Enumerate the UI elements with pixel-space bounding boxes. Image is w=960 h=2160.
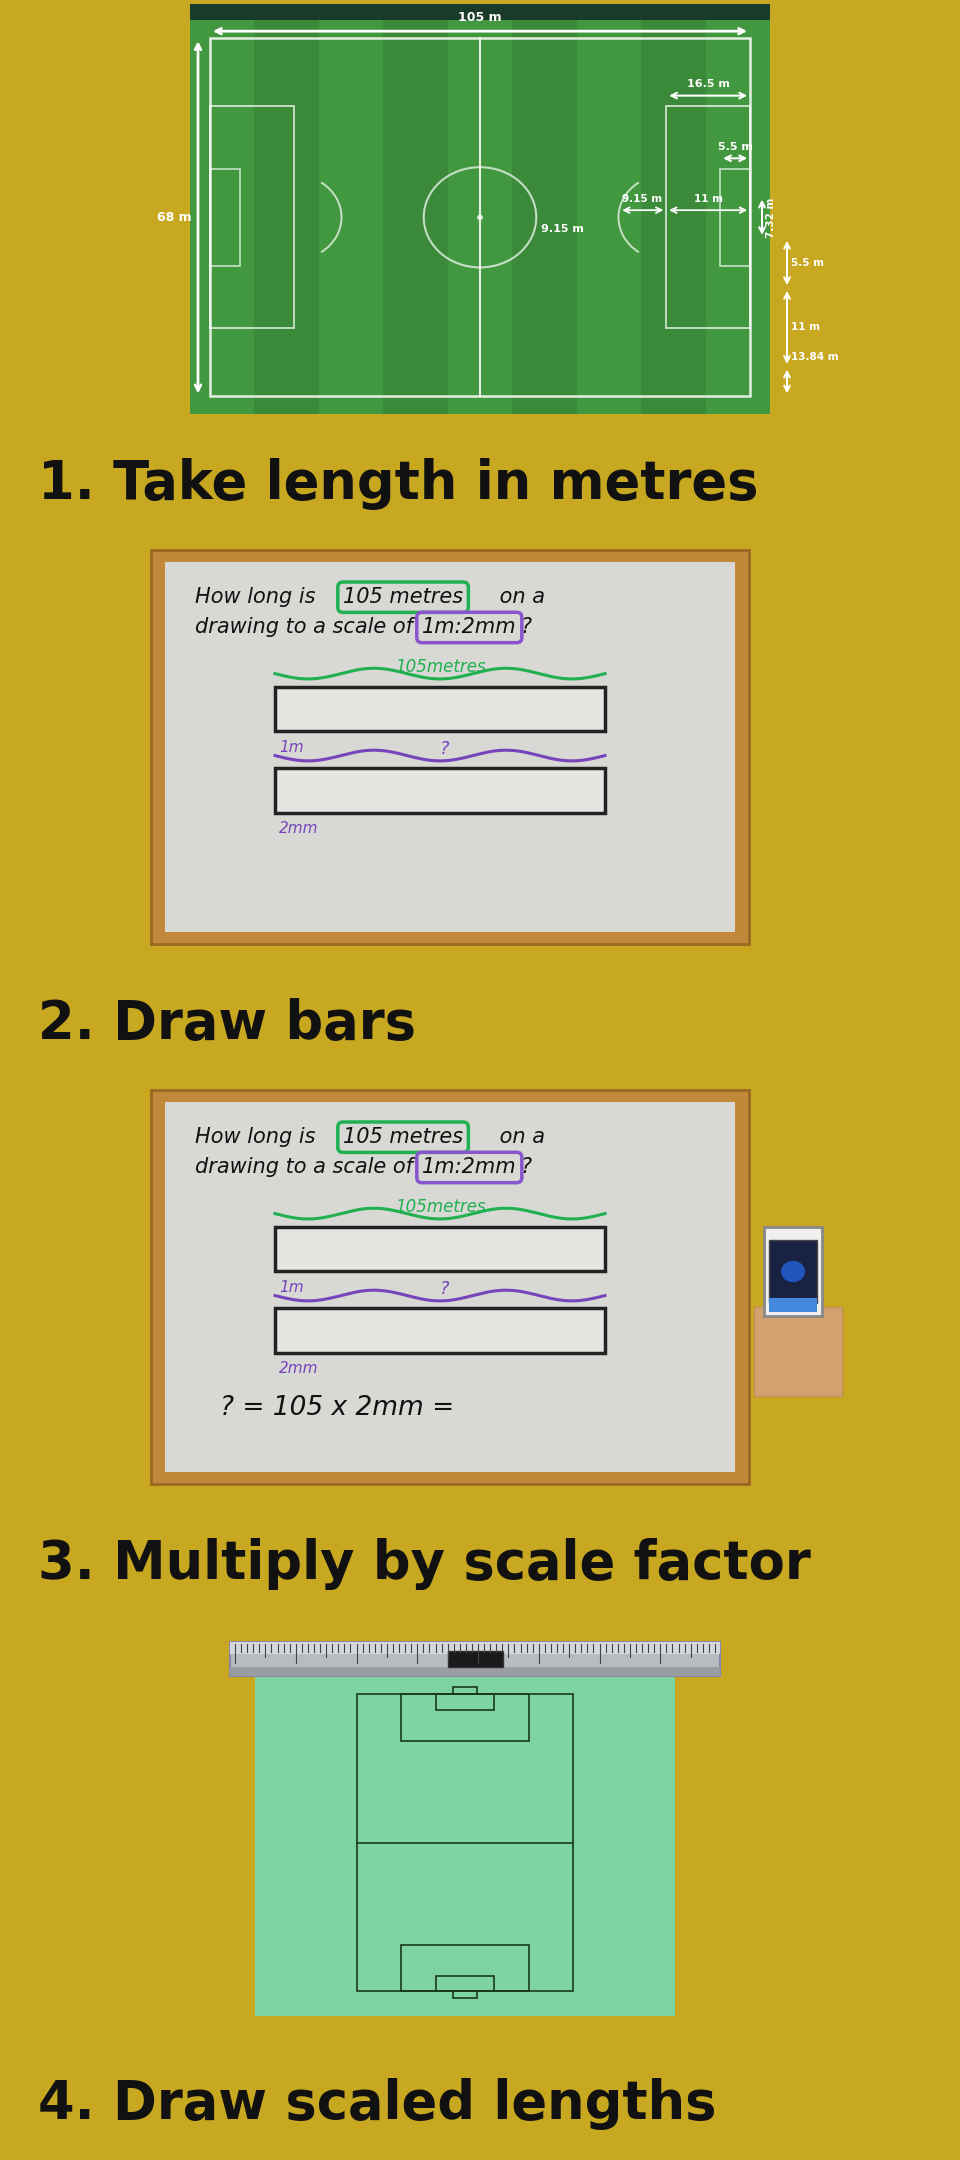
Text: 1. Take length in metres: 1. Take length in metres — [38, 458, 759, 510]
Bar — [319, 19, 383, 415]
Bar — [230, 1642, 720, 1676]
Bar — [230, 1668, 720, 1676]
Bar — [151, 551, 749, 944]
Bar — [151, 1091, 749, 1484]
Bar — [357, 1693, 573, 1992]
Bar — [401, 1693, 529, 1741]
Bar — [401, 1944, 529, 1992]
Bar — [436, 1693, 494, 1709]
Text: 16.5 m: 16.5 m — [686, 80, 730, 89]
Bar — [190, 4, 770, 19]
Bar — [720, 168, 750, 266]
Text: ?: ? — [440, 739, 449, 758]
Text: 11 m: 11 m — [694, 194, 723, 203]
Text: ?: ? — [520, 1158, 531, 1177]
Text: drawing to a scale of: drawing to a scale of — [195, 618, 413, 637]
Text: 4. Draw scaled lengths: 4. Draw scaled lengths — [38, 2078, 717, 2130]
Bar — [210, 106, 294, 328]
Text: on a: on a — [493, 588, 545, 607]
Text: ? = 105 x 2mm =: ? = 105 x 2mm = — [220, 1395, 454, 1421]
Bar — [275, 687, 605, 732]
Text: 5.5 m: 5.5 m — [791, 257, 824, 268]
Bar — [190, 19, 770, 415]
Text: 1m:2mm: 1m:2mm — [422, 1158, 516, 1177]
Text: 9.15 m: 9.15 m — [541, 225, 584, 235]
Text: 13.84 m: 13.84 m — [791, 352, 839, 363]
Text: ?: ? — [440, 1279, 449, 1298]
Bar — [666, 106, 750, 328]
Bar — [447, 1650, 502, 1668]
Text: 3. Multiply by scale factor: 3. Multiply by scale factor — [38, 1538, 811, 1590]
Bar — [764, 1227, 822, 1315]
Text: 9.15 m: 9.15 m — [622, 194, 662, 203]
Bar — [165, 1102, 735, 1471]
Text: 2. Draw bars: 2. Draw bars — [38, 998, 417, 1050]
Bar — [577, 19, 641, 415]
Bar — [210, 39, 750, 395]
Text: 1m: 1m — [279, 1279, 303, 1294]
Text: drawing to a scale of: drawing to a scale of — [195, 1158, 413, 1177]
Bar — [447, 19, 513, 415]
Text: 1m: 1m — [279, 739, 303, 754]
Text: 5.5 m: 5.5 m — [718, 143, 753, 151]
Bar — [275, 1227, 605, 1272]
Bar — [165, 562, 735, 931]
Text: How long is: How long is — [195, 1128, 316, 1147]
Text: 105 metres: 105 metres — [343, 1128, 463, 1147]
Bar — [769, 1298, 817, 1311]
Bar — [230, 1642, 720, 1655]
Text: 105 m: 105 m — [458, 11, 502, 24]
Bar — [436, 1976, 494, 1992]
Bar — [453, 1992, 477, 1998]
Bar — [210, 168, 240, 266]
Bar — [275, 1309, 605, 1352]
Bar — [754, 1307, 842, 1395]
Text: 1m:2mm: 1m:2mm — [422, 618, 516, 637]
Text: 7.32 m: 7.32 m — [766, 197, 776, 238]
Bar — [255, 1670, 675, 2015]
Bar — [769, 1240, 817, 1302]
Text: How long is: How long is — [195, 588, 316, 607]
Text: 2mm: 2mm — [279, 821, 319, 836]
Bar — [275, 769, 605, 812]
Text: 105metres: 105metres — [395, 659, 486, 676]
Bar — [453, 1687, 477, 1693]
Text: 2mm: 2mm — [279, 1361, 319, 1376]
Bar — [706, 19, 770, 415]
Text: 68 m: 68 m — [157, 212, 192, 225]
Circle shape — [781, 1261, 805, 1283]
Text: 105 metres: 105 metres — [343, 588, 463, 607]
Text: ?: ? — [520, 618, 531, 637]
Bar — [190, 19, 254, 415]
Circle shape — [477, 214, 483, 220]
Text: on a: on a — [493, 1128, 545, 1147]
Text: 105metres: 105metres — [395, 1199, 486, 1216]
Text: 11 m: 11 m — [791, 322, 820, 333]
